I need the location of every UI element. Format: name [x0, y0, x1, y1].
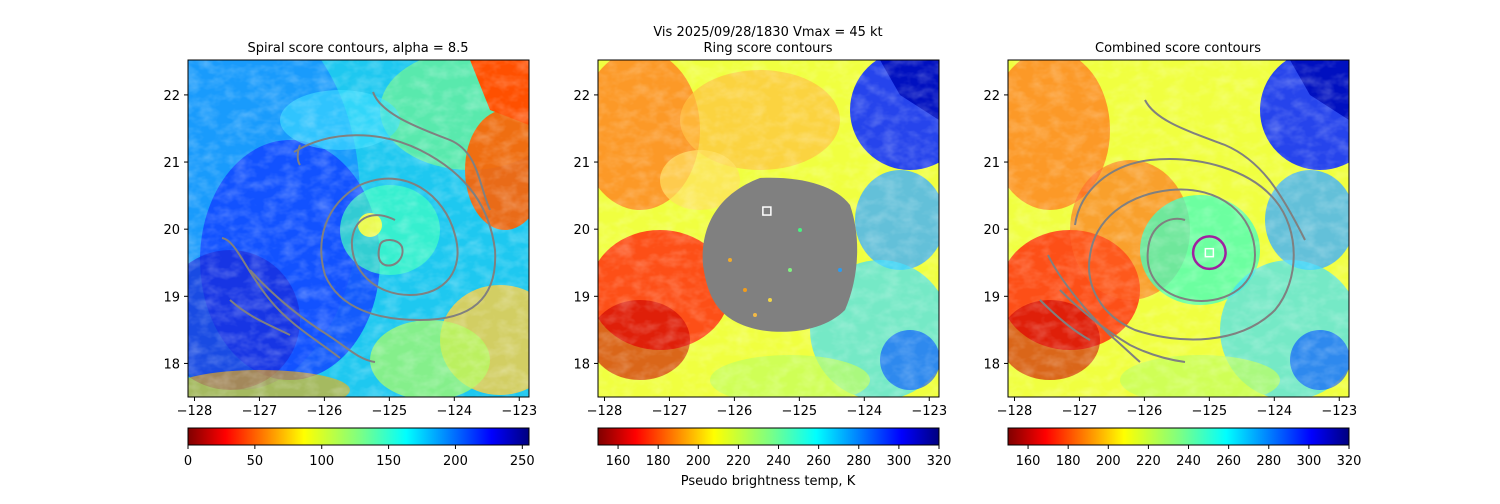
colorbar-tick-label: 260 [1216, 454, 1241, 469]
colorbar-tick-label: 200 [686, 454, 711, 469]
colorbar-tick-label: 250 [510, 454, 535, 469]
y-tick-label: 21 [573, 156, 590, 171]
colorbar: 160 180 200 220 240 260 280 300 320 Pseudo brigh… [597, 427, 952, 489]
colorbar-tick-label: 260 [806, 454, 831, 469]
y-tick-label: 19 [163, 290, 180, 305]
y-axis: 18 19 20 21 22 [163, 89, 188, 372]
y-tick-label: 22 [573, 89, 590, 104]
masked-region [702, 177, 858, 332]
x-axis: −128 −127 −126 −125 −124 −123 [997, 397, 1357, 419]
x-tick-label: −127 [1062, 404, 1098, 419]
y-tick-label: 20 [983, 223, 1000, 238]
x-tick-label: −127 [242, 404, 278, 419]
contour-lines [221, 91, 497, 363]
x-tick-label: −127 [652, 404, 688, 419]
satellite-image [188, 60, 529, 397]
ring-marker [762, 206, 772, 216]
y-tick-label: 19 [983, 290, 1000, 305]
x-tick-label: −128 [587, 404, 623, 419]
colorbar-tick-label: 160 [1016, 454, 1041, 469]
colorbar: 0 50 100 150 200 250 [184, 427, 535, 469]
panel-title: Spiral score contours, alpha = 8.5 [247, 41, 468, 56]
contour-lines [1039, 99, 1306, 363]
colorbar-tick-label: 180 [646, 454, 671, 469]
y-axis: 18 19 20 21 22 [573, 89, 598, 372]
colorbar-tick-label: 220 [1136, 454, 1161, 469]
x-tick-label: −124 [436, 404, 472, 419]
x-tick-label: −123 [501, 404, 537, 419]
suptitle: Vis 2025/09/28/1830 Vmax = 45 kt [653, 25, 882, 40]
colorbar-tick-label: 180 [1056, 454, 1081, 469]
panel-title: Ring score contours [703, 41, 832, 56]
x-tick-label: −128 [177, 404, 213, 419]
colorbar: 160 180 200 220 240 260 280 300 320 [1007, 427, 1362, 469]
panel-spiral: Spiral score contours, alpha = 8.5 [163, 41, 537, 469]
y-tick-label: 22 [983, 89, 1000, 104]
colorbar-tick-label: 160 [606, 454, 631, 469]
panel-ring: Ring score contours [573, 41, 952, 489]
colorbar-tick-label: 200 [443, 454, 468, 469]
colorbar-tick-label: 320 [927, 454, 952, 469]
x-tick-label: −125 [781, 404, 817, 419]
x-tick-label: −128 [997, 404, 1033, 419]
colorbar-tick-label: 300 [1296, 454, 1321, 469]
colorbar-tick-label: 300 [886, 454, 911, 469]
satellite-image [1008, 60, 1349, 397]
colorbar-tick-label: 280 [846, 454, 871, 469]
colorbar-tick-label: 320 [1337, 454, 1362, 469]
colorbar-tick-label: 200 [1096, 454, 1121, 469]
x-axis: −128 −127 −126 −125 −124 −123 [587, 397, 947, 419]
x-tick-label: −126 [307, 404, 343, 419]
x-tick-label: −123 [911, 404, 947, 419]
colorbar-tick-label: 100 [309, 454, 334, 469]
colorbar-tick-label: 220 [726, 454, 751, 469]
x-tick-label: −126 [717, 404, 753, 419]
colorbar-label: Pseudo brightness temp, K [681, 474, 856, 489]
y-tick-label: 18 [163, 357, 180, 372]
detected-center-ring [1191, 235, 1227, 271]
x-tick-label: −124 [846, 404, 882, 419]
x-tick-label: −125 [1191, 404, 1227, 419]
panel-title: Combined score contours [1095, 41, 1261, 56]
y-axis: 18 19 20 21 22 [983, 89, 1008, 372]
colorbar-tick-label: 240 [1176, 454, 1201, 469]
y-tick-label: 20 [573, 223, 590, 238]
x-tick-label: −125 [371, 404, 407, 419]
y-tick-label: 18 [573, 357, 590, 372]
y-tick-label: 21 [163, 156, 180, 171]
colorbar-tick-label: 50 [247, 454, 264, 469]
y-tick-label: 18 [983, 357, 1000, 372]
y-tick-label: 19 [573, 290, 590, 305]
colorbar-tick-label: 240 [766, 454, 791, 469]
x-axis: −128 −127 −126 −125 −124 −123 [177, 397, 537, 419]
combined-marker [1204, 247, 1215, 258]
y-tick-label: 21 [983, 156, 1000, 171]
x-tick-label: −124 [1256, 404, 1292, 419]
colorbar-tick-label: 280 [1256, 454, 1281, 469]
colorbar-tick-label: 0 [184, 454, 192, 469]
colorbar-tick-label: 150 [376, 454, 401, 469]
panel-combined: Combined score contours [983, 41, 1362, 469]
x-tick-label: −126 [1127, 404, 1163, 419]
satellite-image [598, 60, 939, 397]
x-tick-label: −123 [1321, 404, 1357, 419]
y-tick-label: 20 [163, 223, 180, 238]
y-tick-label: 22 [163, 89, 180, 104]
